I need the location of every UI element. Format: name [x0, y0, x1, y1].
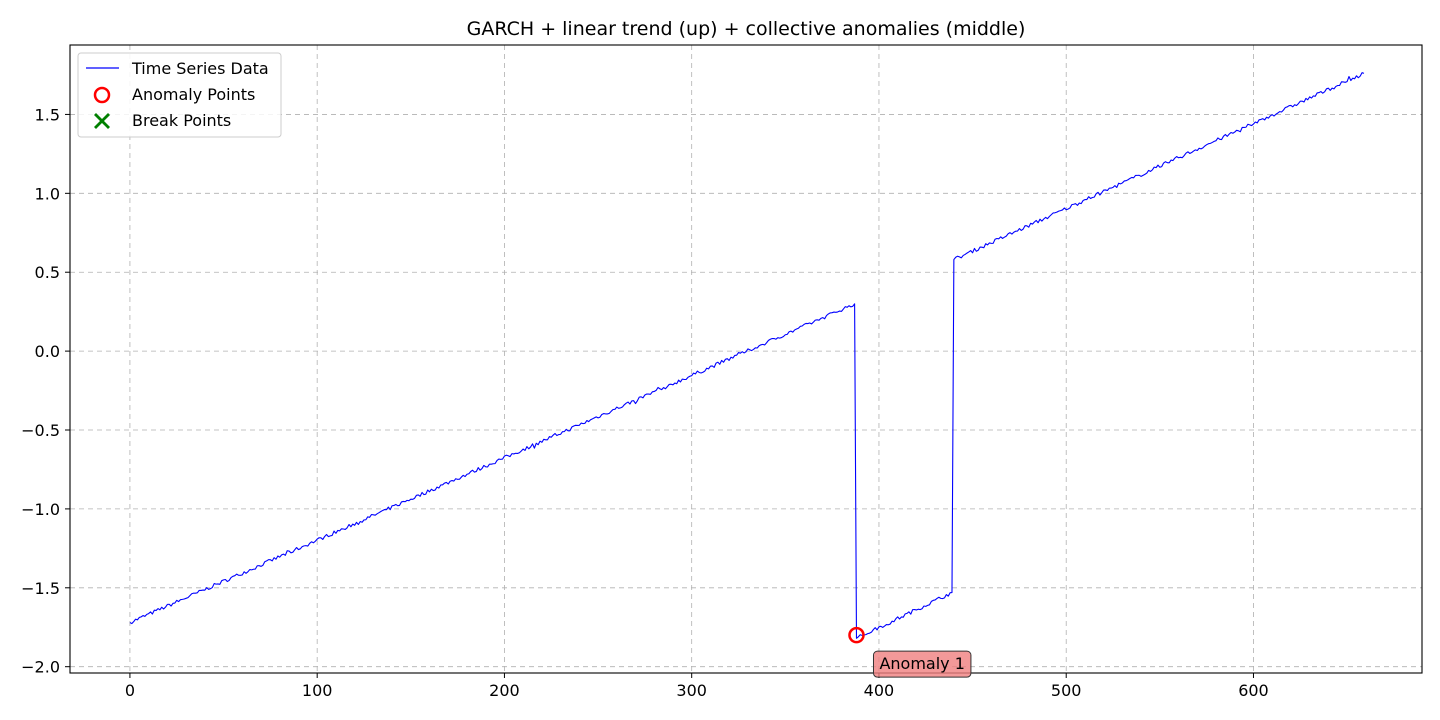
- y-tick-label: 0.5: [35, 263, 60, 282]
- chart-title: GARCH + linear trend (up) + collective a…: [467, 18, 1026, 40]
- y-tick-label: 0.0: [35, 342, 60, 361]
- grid: [70, 45, 1422, 673]
- plot-frame: [69, 44, 1423, 674]
- legend-box: [77, 52, 282, 138]
- legend: Time Series Data Anomaly Points Break Po…: [77, 52, 282, 138]
- annotation-label: Anomaly 1: [879, 654, 964, 673]
- series-line: [129, 72, 1365, 639]
- x-tick-label: 400: [864, 681, 895, 700]
- legend-break-marker: [94, 113, 110, 129]
- y-tick-label: −0.5: [21, 421, 60, 440]
- x-tick-label: 0: [125, 681, 135, 700]
- axis-ticks: 0 100 200 300 400 500 600 −2.0 −1.5 −1.0 −0.5 0.0 0.…: [21, 105, 1269, 700]
- y-tick-label: −2.0: [21, 658, 60, 677]
- y-tick-label: −1.0: [21, 500, 60, 519]
- annotation-box: [872, 650, 972, 678]
- y-tick-label: 1.0: [35, 184, 60, 203]
- legend-anomaly-marker: [93, 86, 111, 104]
- annotations: Anomaly 1: [848, 626, 972, 678]
- legend-label-break: Break Points: [132, 111, 231, 130]
- x-tick-label: 100: [302, 681, 333, 700]
- legend-label-anomaly: Anomaly Points: [132, 85, 255, 104]
- x-tick-label: 200: [489, 681, 520, 700]
- x-tick-label: 600: [1238, 681, 1269, 700]
- y-tick-label: −1.5: [21, 579, 60, 598]
- x-tick-label: 500: [1051, 681, 1082, 700]
- x-tick-label: 300: [676, 681, 707, 700]
- y-tick-label: 1.5: [35, 105, 60, 124]
- legend-label-series: Time Series Data: [131, 59, 269, 78]
- anomaly-marker: [848, 626, 865, 644]
- series-layer: [129, 72, 1365, 639]
